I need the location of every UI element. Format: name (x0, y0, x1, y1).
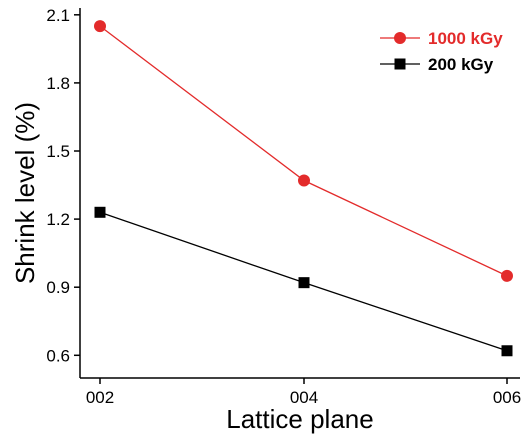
data-point-200-kgy (94, 206, 106, 218)
y-tick-label: 1.8 (46, 74, 70, 93)
y-axis-label: Shrink level (%) (10, 102, 40, 284)
x-axis-label: Lattice plane (226, 404, 373, 434)
y-tick-label: 1.5 (46, 142, 70, 161)
legend: 1000 kGy 200 kGy (380, 29, 503, 74)
legend-label-1000-kgy: 1000 kGy (428, 29, 503, 48)
y-tick-label: 1.2 (46, 210, 70, 229)
data-point-1000-kgy (501, 269, 513, 282)
x-tick-label: 006 (493, 388, 521, 407)
y-tick-label: 0.6 (46, 346, 70, 365)
legend-marker-200-kgy (394, 58, 406, 70)
y-tick-label: 2.1 (46, 6, 70, 25)
data-point-1000-kgy (298, 174, 310, 187)
series-group (94, 20, 513, 357)
y-tick-label: 0.9 (46, 278, 70, 297)
axes (79, 8, 520, 379)
data-point-200-kgy (501, 345, 513, 357)
x-tick-label: 002 (86, 388, 114, 407)
legend-label-200-kgy: 200 kGy (428, 55, 494, 74)
x-tick-label: 004 (290, 388, 318, 407)
legend-marker-1000-kgy (394, 32, 406, 44)
data-point-1000-kgy (94, 20, 106, 33)
x-axis-ticks: 002 004 006 (86, 378, 521, 407)
data-point-200-kgy (298, 277, 310, 289)
y-axis-ticks: 0.6 0.9 1.2 1.5 1.8 2.1 (46, 6, 80, 365)
